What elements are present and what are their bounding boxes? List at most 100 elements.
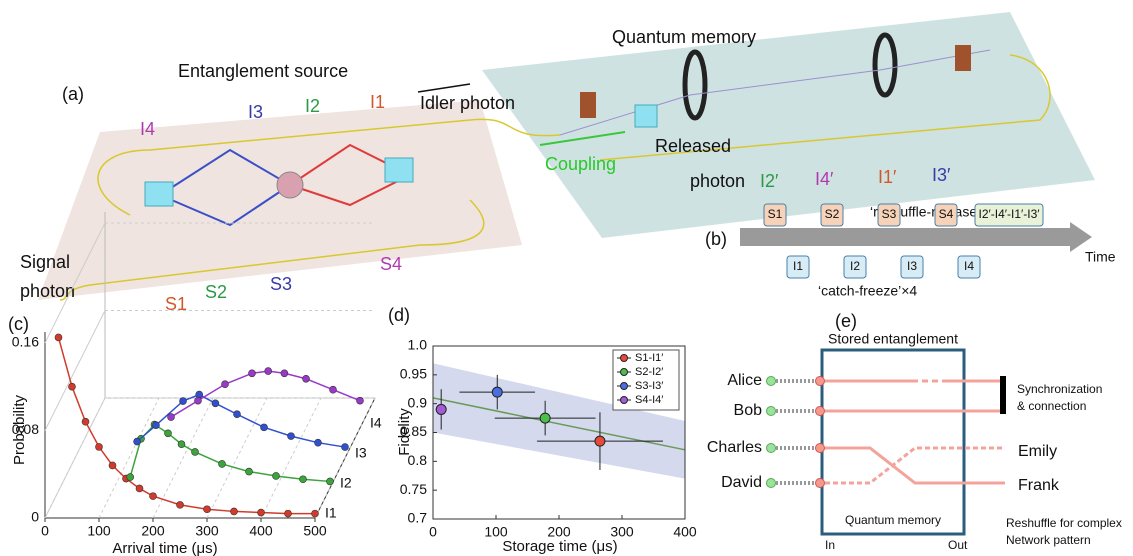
point: [55, 334, 62, 341]
crystal: [277, 172, 303, 198]
y-tick-label: 0.7: [408, 510, 428, 526]
y-axis-label: Probability: [11, 394, 28, 465]
point: [96, 443, 103, 450]
point: [180, 398, 187, 405]
label: S3: [270, 274, 292, 294]
point: [436, 404, 446, 414]
label: S4: [380, 254, 402, 274]
point: [330, 386, 337, 393]
label: Alice: [727, 372, 762, 389]
x-axis-label: Storage time (μs): [502, 538, 617, 555]
point: [258, 509, 265, 516]
label: I3′: [932, 165, 951, 185]
grid-line: [153, 398, 213, 518]
node: [767, 444, 776, 453]
point: [69, 383, 76, 390]
label: (d): [388, 305, 410, 325]
label: Synchronization: [1017, 382, 1102, 396]
label: I2: [305, 96, 320, 116]
series-line: [59, 337, 316, 513]
label: Coupling: [545, 154, 616, 174]
point: [312, 510, 319, 517]
point: [357, 397, 364, 404]
x-axis-label: Arrival time (μs): [112, 540, 217, 556]
point: [195, 397, 202, 404]
point: [109, 462, 116, 469]
grid-line: [45, 398, 105, 518]
legend-label: S4-I4′: [635, 394, 663, 406]
time-arrow: [740, 228, 1070, 246]
label: Reshuffle for complex: [1006, 516, 1122, 530]
legend-marker: [621, 355, 628, 362]
label: Stored entanglement: [828, 331, 958, 347]
prism: [955, 45, 971, 71]
point: [492, 387, 502, 397]
node: [816, 407, 825, 416]
label: Idler photon: [420, 93, 515, 113]
y-tick-label: 0.95: [400, 366, 427, 382]
label: photon: [690, 171, 745, 191]
label: Time: [1085, 249, 1116, 265]
point: [327, 478, 334, 485]
point: [150, 493, 157, 500]
legend-marker: [621, 369, 628, 376]
label: photon: [20, 281, 75, 301]
label: I4: [964, 259, 974, 273]
x-tick-label: 300: [195, 523, 219, 539]
point: [273, 472, 280, 479]
legend-marker: [621, 383, 628, 390]
point: [82, 418, 89, 425]
link: [825, 448, 1005, 483]
y-tick-label: 0: [31, 509, 39, 525]
y-axis-label: Fidelity: [396, 408, 413, 456]
label: Out: [948, 538, 968, 552]
point: [540, 413, 550, 423]
x-tick-label: 0: [41, 523, 49, 539]
pbs: [635, 105, 657, 127]
label: I1′: [878, 167, 897, 187]
label: Released: [655, 136, 731, 156]
point: [196, 391, 203, 398]
point: [246, 468, 253, 475]
label: I3: [248, 102, 263, 122]
point: [212, 400, 219, 407]
point: [219, 460, 226, 467]
sync-bar: [1000, 376, 1006, 414]
label: I1: [370, 92, 385, 112]
point: [234, 411, 241, 418]
point: [595, 436, 605, 446]
legend-label: S1-I1′: [635, 352, 663, 364]
node: [767, 407, 776, 416]
label: S2: [825, 207, 840, 221]
point: [168, 414, 175, 421]
label: Bob: [734, 402, 763, 419]
point: [249, 370, 256, 377]
grid-line: [261, 398, 321, 518]
label: I4: [140, 119, 155, 139]
label: (a): [62, 84, 84, 104]
x-tick-label: 0: [429, 524, 437, 540]
label: S2: [205, 282, 227, 302]
label: I2′: [760, 171, 779, 191]
point: [178, 441, 185, 448]
label: S4: [939, 207, 954, 221]
prism: [580, 92, 596, 118]
label: I4′: [815, 169, 834, 189]
point: [127, 474, 134, 481]
x-tick-label: 100: [87, 523, 111, 539]
label: Charles: [707, 439, 762, 456]
label: (e): [835, 311, 857, 331]
depth-label: I2: [340, 475, 352, 491]
depth-label: I1: [325, 505, 337, 521]
point: [192, 448, 199, 455]
figure: (a)Entanglement sourceIdler photonQuantu…: [0, 0, 1133, 556]
node: [816, 377, 825, 386]
node: [816, 479, 825, 488]
legend-label: S3-I3′: [635, 380, 663, 392]
point: [303, 375, 310, 382]
label: S3: [882, 207, 897, 221]
depth-label: I4: [370, 415, 382, 431]
label: (c): [8, 314, 29, 334]
point: [288, 433, 295, 440]
label: Emily: [1018, 443, 1057, 460]
